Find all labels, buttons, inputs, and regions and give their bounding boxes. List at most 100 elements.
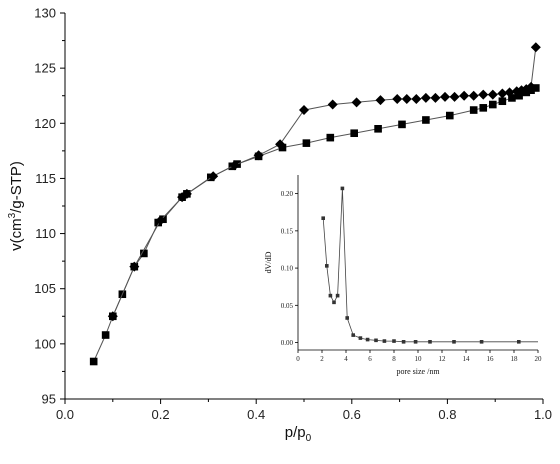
square-point xyxy=(278,143,287,152)
diamond-point xyxy=(440,91,451,102)
inset-square-point xyxy=(401,340,406,344)
x-tick-label: 0.6 xyxy=(343,407,361,422)
diamond-point xyxy=(511,86,522,97)
square-point xyxy=(515,91,523,100)
inset-y-tick-label: 0.00 xyxy=(281,339,294,347)
square-point xyxy=(101,331,110,339)
inset-y-tick-label: 0.20 xyxy=(281,190,294,198)
square-point xyxy=(302,139,311,147)
diamond-point xyxy=(449,91,460,102)
diamond-point xyxy=(420,92,431,103)
inset-square-point xyxy=(340,186,345,191)
x-axis-title-main: p/p xyxy=(285,424,306,441)
x-tick-label: 0.0 xyxy=(56,407,74,422)
y-tick-label: 125 xyxy=(34,61,56,76)
square-point xyxy=(422,116,430,124)
y-axis-title: v(cm3/g-STP) xyxy=(7,161,25,251)
diamond-point xyxy=(299,105,309,116)
diamond-point xyxy=(275,139,286,150)
square-point xyxy=(326,133,335,142)
inset-axes: 0 2 4 6 8 10 12 14 16 18 20 0.00 0.05 0.10 0.15 0.20 por… xyxy=(264,175,542,376)
inset-square-point xyxy=(374,338,378,343)
square-point xyxy=(89,357,98,366)
inset-square-point xyxy=(345,316,349,320)
diamond-point xyxy=(392,94,403,105)
square-point xyxy=(350,129,358,138)
inset-square-point xyxy=(351,333,355,337)
inset-square-point xyxy=(413,340,418,344)
square-point xyxy=(479,104,488,112)
diamond-point xyxy=(351,97,362,108)
inset-y-tick-label: 0.05 xyxy=(281,302,294,310)
inset-x-tick-label: 8 xyxy=(392,355,396,363)
square-point xyxy=(532,84,540,92)
inset-square-point xyxy=(335,293,340,298)
inset-square-point xyxy=(325,264,329,268)
inset-square-point xyxy=(452,340,456,344)
inset-x-tick-label: 18 xyxy=(511,355,519,363)
inset-series xyxy=(321,186,538,344)
inset-x-tick-label: 12 xyxy=(439,355,447,363)
inset-x-tick-label: 20 xyxy=(535,355,543,363)
inset-x-tick-label: 6 xyxy=(368,355,372,363)
diamond-point xyxy=(497,88,508,99)
square-point xyxy=(445,111,454,120)
inset-square-point xyxy=(321,216,325,220)
y-axis-title-superscript: 3 xyxy=(7,212,18,218)
inset-background xyxy=(258,169,546,384)
y-tick-label: 110 xyxy=(35,226,56,241)
inset-x-tick-label: 4 xyxy=(344,355,348,363)
inset-x-tick-label: 2 xyxy=(320,355,324,363)
inset-x-axis-title: pore size /nm xyxy=(396,367,440,376)
y-axis-title-main: v(cm xyxy=(8,218,25,251)
inset-y-axis-title: dV/dD xyxy=(264,251,273,273)
diamond-point xyxy=(468,90,479,101)
inset-square-point xyxy=(479,340,484,344)
diamond-point xyxy=(129,261,140,272)
square-point xyxy=(140,249,148,258)
square-point xyxy=(469,106,478,114)
inset-x-tick-label: 0 xyxy=(296,355,300,363)
inset-square-point xyxy=(382,339,387,343)
square-point xyxy=(398,120,406,129)
y-tick-label: 120 xyxy=(34,116,56,131)
diamond-point xyxy=(459,90,470,101)
inset-square-point xyxy=(517,340,521,344)
y-tick-label: 105 xyxy=(34,281,56,296)
inset-square-point xyxy=(328,293,333,298)
inset-square-point xyxy=(428,340,432,344)
main-axes: 0.0 0.2 0.4 0.6 0.8 1.09510010511011512012513… xyxy=(7,6,552,445)
y-tick-label: 115 xyxy=(35,171,56,186)
inset-square-point xyxy=(358,336,363,340)
diamond-point xyxy=(253,150,264,161)
x-axis-title: p/p0 xyxy=(285,424,312,444)
diamond-point xyxy=(504,87,515,98)
y-tick-label: 100 xyxy=(34,336,56,351)
inset-square-point xyxy=(332,300,336,305)
inset-square-point xyxy=(392,339,396,343)
diamond-point xyxy=(487,89,498,100)
inset-chart: 0 2 4 6 8 10 12 14 16 18 20 0.00 0.05 0.10 0.15 0.20 por… xyxy=(258,169,546,384)
diamond-point xyxy=(430,92,441,103)
inset-square-point xyxy=(365,337,370,342)
diamond-point xyxy=(177,192,188,203)
diamond-point xyxy=(530,42,541,53)
diamond-point xyxy=(107,311,118,322)
inset-x-tick-label: 14 xyxy=(463,355,471,363)
y-tick-label: 130 xyxy=(34,6,56,21)
diamond-point xyxy=(478,89,489,100)
inset-y-tick-label: 0.10 xyxy=(281,265,294,273)
square-point xyxy=(508,94,516,102)
square-point xyxy=(498,97,507,106)
x-tick-label: 1.0 xyxy=(534,407,552,422)
x-tick-label: 0.4 xyxy=(247,407,265,422)
inset-x-tick-label: 16 xyxy=(487,355,495,363)
diamond-point xyxy=(327,99,338,110)
inset-x-tick-label: 10 xyxy=(415,355,423,363)
diamond-point xyxy=(208,171,219,182)
diamond-point xyxy=(155,215,166,226)
inset-y-tick-label: 0.15 xyxy=(281,227,294,235)
diamond-point xyxy=(411,94,422,105)
square-point xyxy=(374,125,382,133)
